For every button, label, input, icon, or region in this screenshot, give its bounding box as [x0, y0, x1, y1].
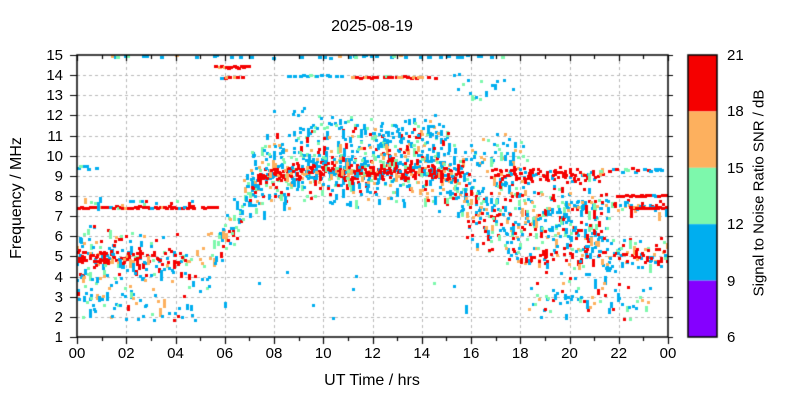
colorbar-tick-label: 9: [727, 272, 736, 290]
y-tick-label: 13: [46, 87, 63, 105]
x-axis-label: UT Time / hrs: [324, 372, 420, 389]
y-tick-label: 9: [54, 167, 63, 185]
y-axis-label: Frequency / MHz: [8, 137, 25, 259]
x-tick-label: 10: [314, 345, 332, 362]
y-tick-label: 11: [47, 127, 63, 145]
y-tick-label: 7: [54, 208, 63, 226]
x-tick-label: 16: [462, 345, 480, 362]
chart-title: 2025-08-19: [331, 18, 413, 35]
y-tick-label: 12: [46, 107, 63, 125]
x-tick-label: 20: [561, 345, 578, 362]
y-tick-label: 10: [46, 147, 63, 165]
x-tick-label: 00: [659, 345, 677, 362]
x-tick-label: 04: [167, 345, 184, 362]
x-tick-label: 12: [364, 345, 381, 362]
y-tick-label: 1: [54, 329, 63, 346]
y-tick-label: 8: [54, 188, 63, 205]
colorbar-tick-label: 21: [727, 47, 744, 64]
x-tick-label: 14: [413, 345, 431, 362]
x-tick-label: 08: [265, 345, 283, 362]
y-tick-label: 2: [54, 308, 63, 326]
y-tick-label: 14: [46, 67, 63, 85]
colorbar-tick-label: 12: [727, 216, 744, 234]
x-tick-label: 00: [68, 345, 86, 362]
y-tick-label: 4: [54, 268, 63, 286]
colorbar-tick-label: 6: [727, 329, 736, 346]
y-tick-label: 5: [54, 248, 63, 266]
y-tick-label: 6: [54, 228, 63, 246]
colorbar-tick-label: 15: [727, 159, 744, 177]
y-tick-label: 15: [46, 47, 63, 64]
colorbar-tick-label: 18: [727, 103, 744, 121]
x-tick-label: 22: [610, 345, 628, 362]
x-tick-label: 02: [117, 345, 135, 362]
y-tick-label: 3: [54, 288, 63, 306]
x-tick-label: 06: [216, 345, 234, 362]
x-tick-label: 18: [511, 345, 529, 362]
colorbar-label: Signal to Noise Ratio SNR / dB: [750, 89, 768, 297]
